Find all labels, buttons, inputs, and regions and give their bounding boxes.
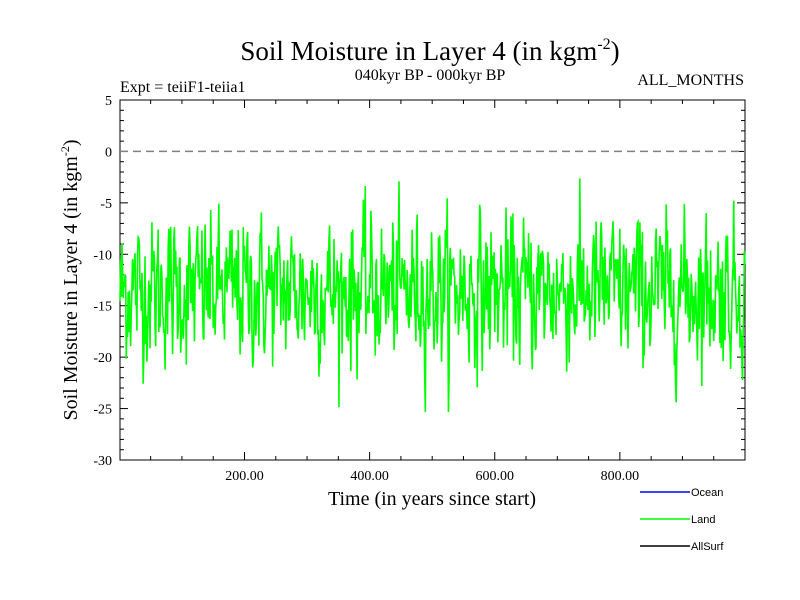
legend-item-allsurf: AllSurf: [640, 541, 724, 553]
x-tick-label: 600.00: [475, 469, 514, 484]
x-axis-label: Time (in years since start): [328, 488, 536, 510]
chart-title-superscript: -2: [597, 36, 610, 53]
legend-item-ocean: Ocean: [640, 487, 723, 499]
legend: Ocean Land AllSurf: [640, 487, 724, 553]
chart-title: Soil Moisture in Layer 4 (in kgm-2): [240, 36, 619, 66]
expt-label: Expt = teiiF1-teiia1: [120, 79, 245, 96]
y-axis-label: Soil Moisture in Layer 4 (in kgm-2): [58, 139, 82, 420]
y-tick-label: 5: [105, 94, 112, 109]
y-tick-label: -10: [93, 248, 112, 263]
y-tick-label: 0: [105, 145, 112, 160]
legend-label-ocean: Ocean: [691, 487, 723, 499]
y-tick-label: -25: [93, 403, 112, 418]
y-tick-label: -30: [93, 454, 112, 469]
x-axis: 200.00 400.00 600.00 800.00: [150, 100, 715, 484]
legend-label-land: Land: [691, 514, 715, 526]
x-tick-label: 800.00: [601, 469, 640, 484]
series-line-land: [119, 178, 746, 413]
y-tick-label: -15: [93, 300, 112, 315]
y-axis-label-superscript: -2: [58, 146, 72, 156]
chart-subtitle: 040kyr BP - 000kyr BP: [355, 67, 506, 84]
series-group: [119, 178, 746, 413]
x-tick-label: 400.00: [350, 469, 389, 484]
y-tick-label: -20: [93, 351, 112, 366]
legend-label-allsurf: AllSurf: [691, 541, 724, 553]
months-label: ALL_MONTHS: [637, 72, 744, 89]
y-axis: 5 0 -5 -10 -15 -20 -25 -30: [93, 94, 745, 469]
legend-item-land: Land: [640, 514, 715, 526]
y-tick-label: -5: [100, 197, 112, 212]
x-tick-label: 200.00: [225, 469, 264, 484]
